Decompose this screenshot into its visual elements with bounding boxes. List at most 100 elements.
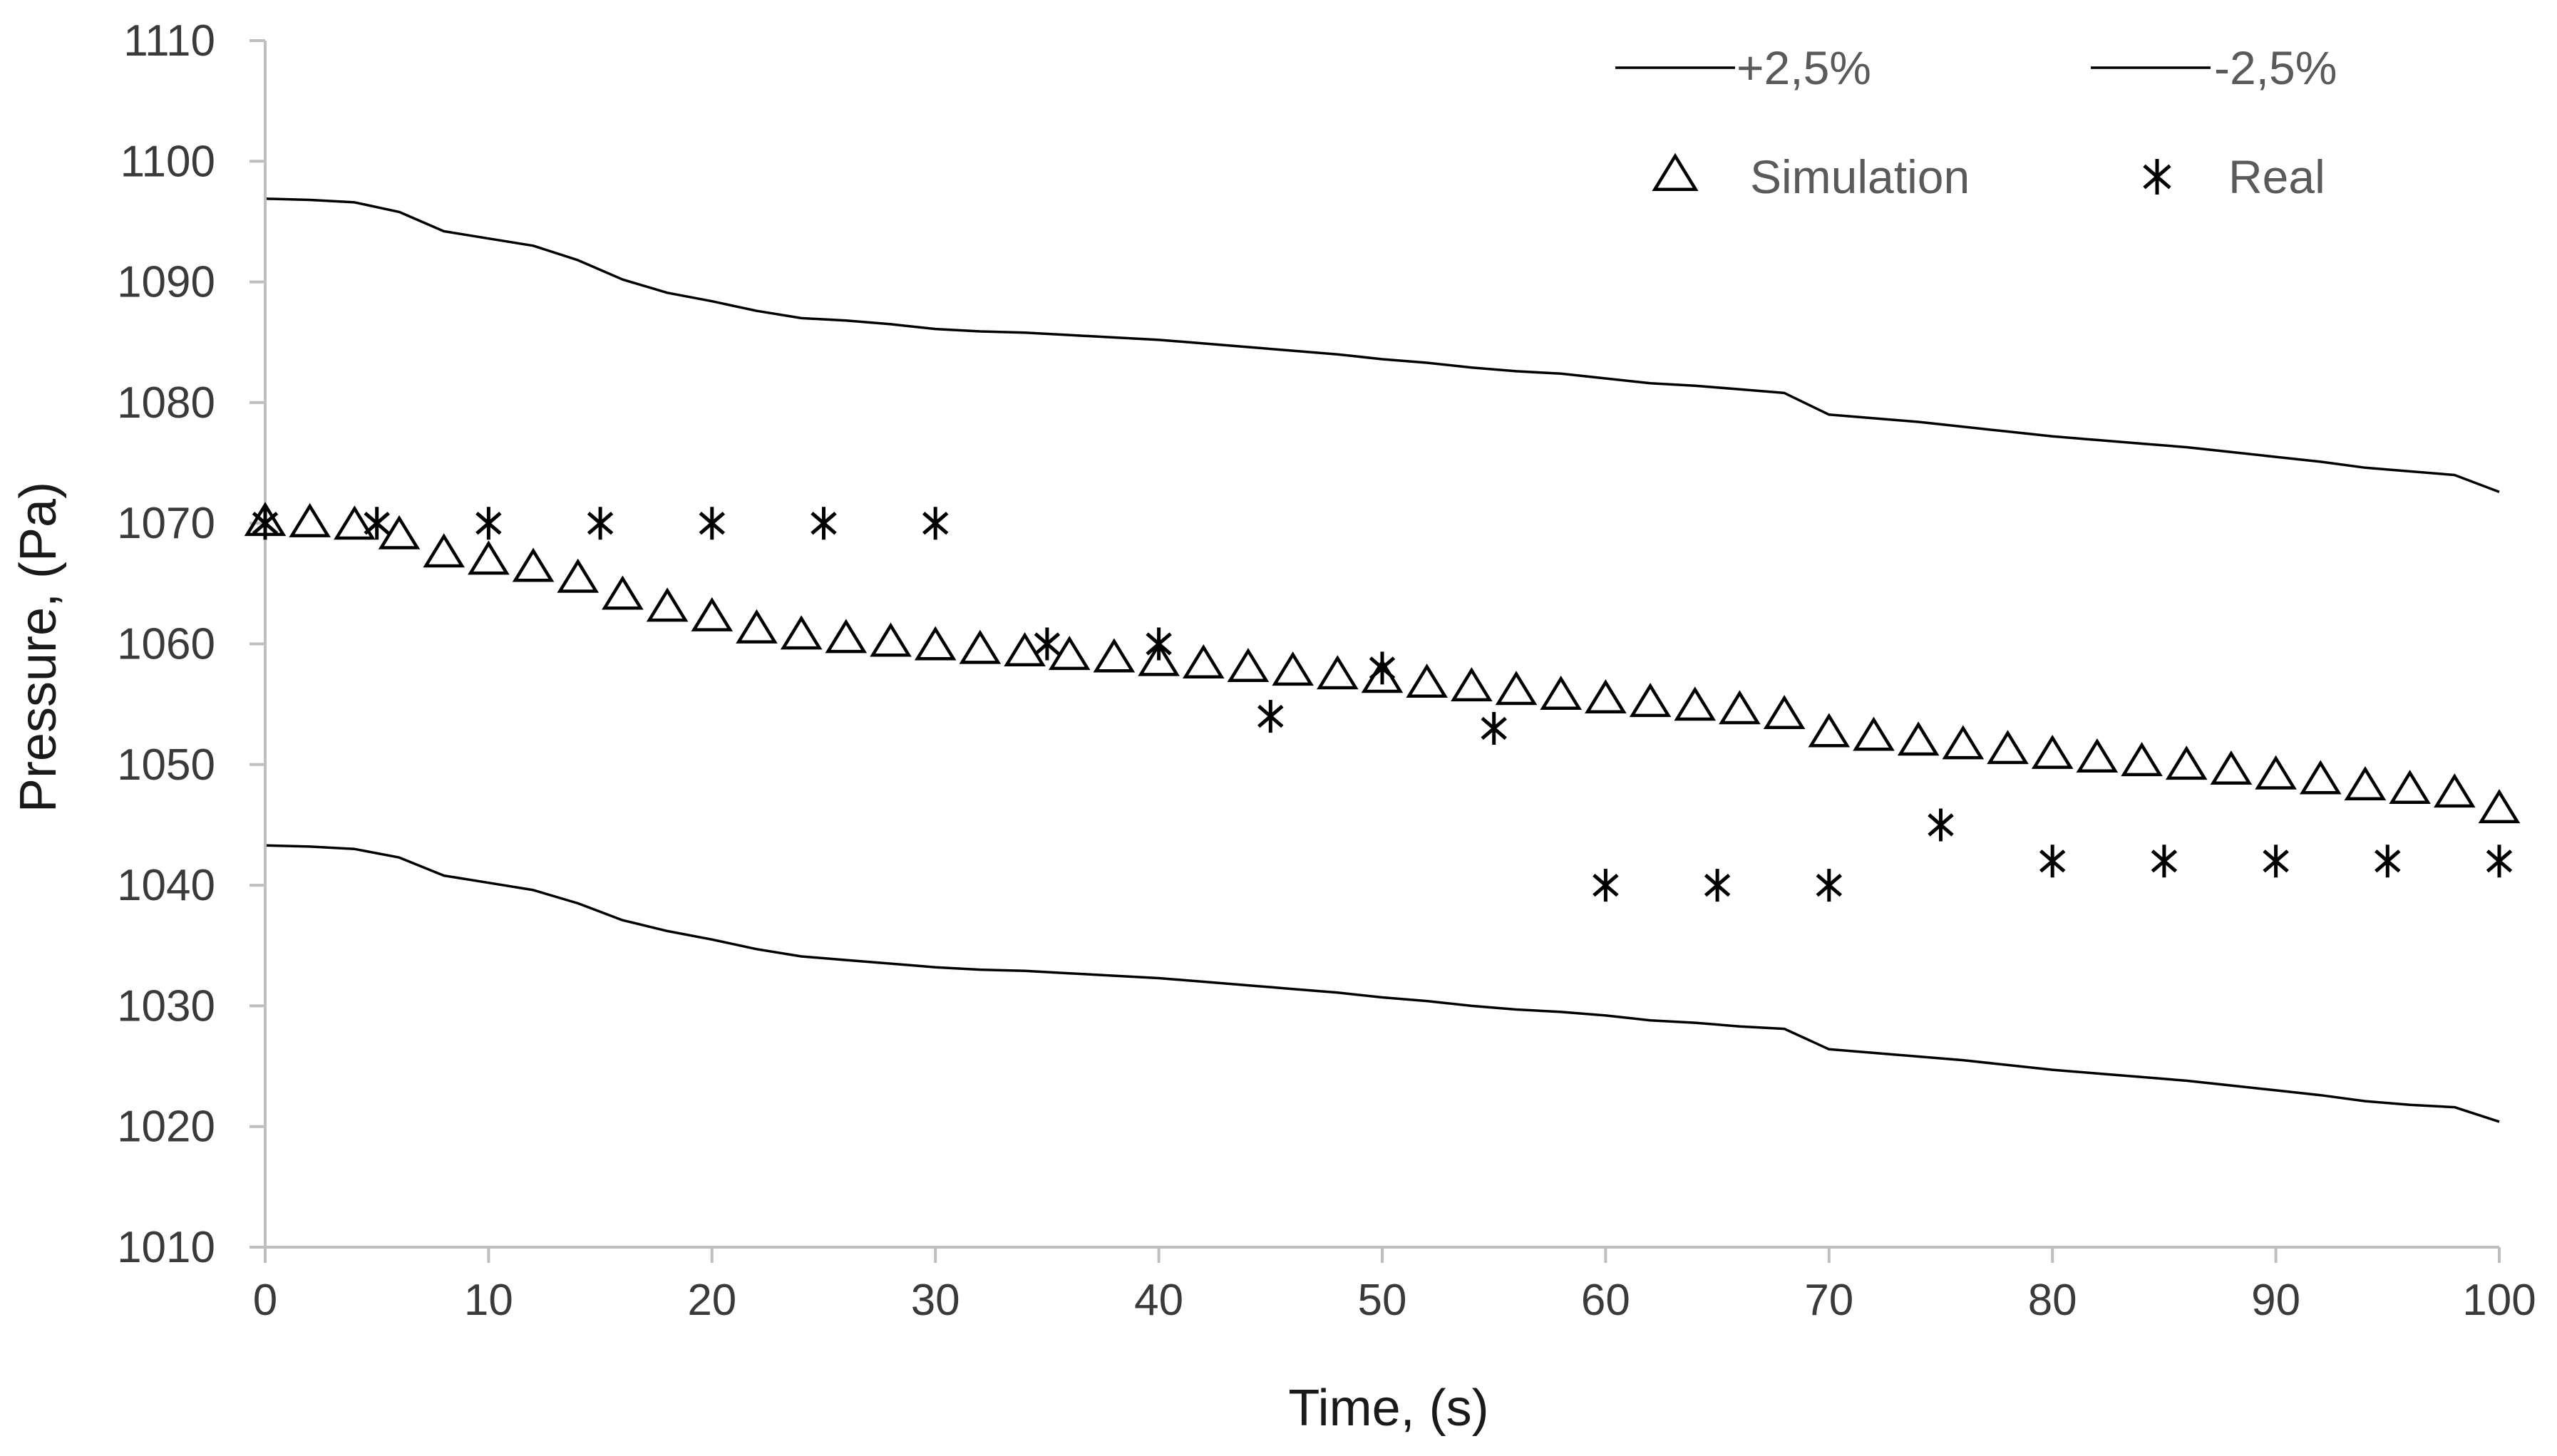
simulation-point [334,505,376,540]
simulation-point [557,558,600,593]
y-tick-label: 1110 [123,16,215,66]
simulation-point [2478,789,2521,824]
real-point [1928,808,1954,842]
asterisk-strokes [2486,845,2513,878]
x-tick-label: 10 [464,1276,513,1325]
simulation-point [1674,686,1717,721]
simulation-point [914,626,957,661]
simulation-point [870,622,912,657]
real-point [2263,845,2289,878]
simulation-point [602,575,644,610]
real-point [2375,845,2401,878]
asterisk-strokes [252,507,279,540]
real-point [364,507,390,540]
simulation-point [1227,648,1270,683]
simulation-point [646,587,689,622]
simulation-point [1942,725,1985,760]
simulation-point [1897,721,1940,756]
legend-label: Real [2228,150,2325,203]
legend-label: Simulation [1750,150,1970,203]
simulation-point [1451,667,1493,702]
simulation-point [1763,695,1806,730]
asterisk-strokes [1704,869,1731,902]
real-point [1034,627,1061,661]
simulation-point [468,540,510,575]
y-tick-label: 1080 [117,378,215,428]
simulation-point [2210,750,2253,785]
simulation-point [1272,651,1314,686]
real-point [2486,845,2513,878]
y-tick-label: 1050 [117,740,215,790]
y-tick-label: 1030 [117,981,215,1031]
simulation-point [1317,655,1359,690]
real-point [811,507,837,540]
simulation-point [1853,716,1895,751]
simulation-point [1719,690,1761,725]
real-point [2151,845,2178,878]
simulation-point [2344,765,2387,800]
asterisk-strokes [1369,651,1396,685]
real-point [699,507,725,540]
y-tick-label: 1090 [117,258,215,307]
simulation-point [2255,755,2297,790]
asterisk-strokes [1593,869,1619,902]
x-tick-label: 20 [687,1276,736,1325]
tick-labels: 1010102010301040105010601070108010901100… [117,16,2536,1325]
x-tick-label: 30 [911,1276,960,1325]
simulation-point [1808,713,1851,748]
simulation-point [2434,773,2476,808]
legend-triangle-marker [1652,153,1699,192]
asterisk-strokes [2039,845,2066,878]
asterisk-strokes [2151,845,2178,878]
simulation-point [2165,745,2208,780]
asterisk-strokes [2143,159,2171,195]
simulation-point [736,609,778,644]
asterisk-strokes [1146,627,1172,661]
x-tick-label: 100 [2462,1276,2536,1325]
x-tick-label: 50 [1358,1276,1407,1325]
series-line-minus-2-5-percent [264,844,2500,1123]
series-line-plus-2-5-percent [264,197,2500,493]
data-markers [244,502,2521,902]
simulation-point [1629,683,1672,718]
simulation-point [1048,636,1091,671]
plot-lines [264,197,2500,1123]
y-axis-title: Pressure, (Pa) [10,482,67,812]
simulation-point [1540,676,1583,710]
legend-label: +2,5% [1737,41,1871,94]
asterisk-strokes [1816,869,1842,902]
simulation-point [1182,644,1225,678]
asterisk-strokes [1928,808,1954,842]
simulation-point [423,533,465,568]
asterisk-strokes [1481,712,1507,745]
real-point [922,507,949,540]
legend: +2,5% -2,5% Simulation Real [1615,41,2337,203]
real-point [587,507,614,540]
legend-label: -2,5% [2214,41,2337,94]
real-point [252,507,279,540]
real-point [1481,712,1507,745]
real-point [475,507,502,540]
y-tick-label: 1100 [120,137,215,186]
simulation-point [512,547,555,582]
x-tick-label: 70 [1804,1276,1853,1325]
simulation-point [959,629,1002,664]
y-tick-label: 1070 [117,499,215,548]
x-tick-label: 40 [1134,1276,1183,1325]
simulation-point [1585,679,1627,714]
simulation-point [2121,742,2163,777]
y-tick-label: 1040 [117,861,215,910]
y-tick-label: 1020 [117,1103,215,1152]
x-axis-title: Time, (s) [1288,1380,1488,1437]
real-point [1257,700,1284,733]
asterisk-strokes [922,507,949,540]
axes [249,39,2501,1263]
asterisk-strokes [364,507,390,540]
y-tick-label: 1010 [117,1223,215,1272]
simulation-point [2389,770,2431,805]
simulation-point [1987,730,2029,765]
simulation-point [825,619,868,654]
real-point [2039,845,2066,878]
